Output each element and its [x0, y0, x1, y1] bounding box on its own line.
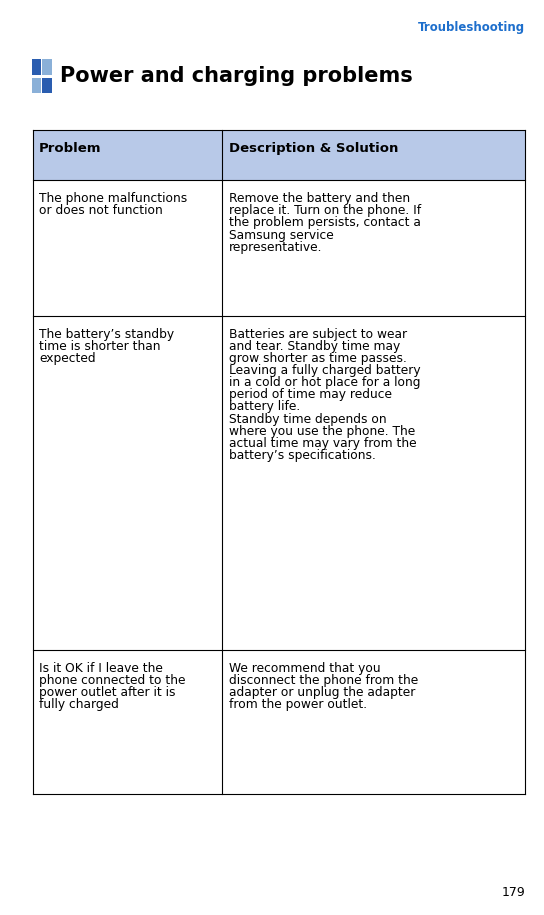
Text: battery life.: battery life. — [228, 401, 300, 414]
Text: phone connected to the: phone connected to the — [39, 673, 186, 686]
Text: battery’s specifications.: battery’s specifications. — [228, 449, 375, 462]
Bar — [42, 78, 52, 93]
Text: Samsung service: Samsung service — [228, 229, 333, 242]
Text: Power and charging problems: Power and charging problems — [60, 67, 412, 86]
Text: fully charged: fully charged — [39, 698, 119, 711]
Text: 179: 179 — [501, 886, 525, 899]
Bar — [33, 130, 525, 180]
Text: disconnect the phone from the: disconnect the phone from the — [228, 673, 418, 686]
Text: from the power outlet.: from the power outlet. — [228, 698, 367, 711]
Text: the problem persists, contact a: the problem persists, contact a — [228, 217, 421, 230]
Text: Batteries are subject to wear: Batteries are subject to wear — [228, 328, 407, 340]
Text: Leaving a fully charged battery: Leaving a fully charged battery — [228, 364, 421, 377]
Bar — [32, 78, 41, 93]
Text: period of time may reduce: period of time may reduce — [228, 388, 392, 402]
Text: representative.: representative. — [228, 241, 322, 253]
Text: or does not function: or does not function — [39, 204, 163, 217]
Text: Troubleshooting: Troubleshooting — [418, 21, 525, 34]
Text: Description & Solution: Description & Solution — [228, 142, 398, 155]
Text: Problem: Problem — [39, 142, 102, 155]
Text: expected: expected — [39, 352, 96, 365]
Text: The phone malfunctions: The phone malfunctions — [39, 192, 188, 205]
Text: power outlet after it is: power outlet after it is — [39, 686, 176, 699]
Text: We recommend that you: We recommend that you — [228, 662, 380, 674]
Text: Standby time depends on: Standby time depends on — [228, 413, 386, 425]
Text: replace it. Turn on the phone. If: replace it. Turn on the phone. If — [228, 204, 421, 217]
Text: adapter or unplug the adapter: adapter or unplug the adapter — [228, 686, 415, 699]
Text: Remove the battery and then: Remove the battery and then — [228, 192, 410, 205]
Text: where you use the phone. The: where you use the phone. The — [228, 425, 415, 437]
Text: in a cold or hot place for a long: in a cold or hot place for a long — [228, 376, 420, 389]
Text: Is it OK if I leave the: Is it OK if I leave the — [39, 662, 163, 674]
Bar — [32, 59, 41, 75]
Text: grow shorter as time passes.: grow shorter as time passes. — [228, 352, 406, 365]
Text: time is shorter than: time is shorter than — [39, 339, 160, 352]
Text: The battery’s standby: The battery’s standby — [39, 328, 174, 340]
Text: and tear. Standby time may: and tear. Standby time may — [228, 339, 400, 352]
Text: actual time may vary from the: actual time may vary from the — [228, 436, 416, 450]
Bar — [42, 59, 52, 75]
